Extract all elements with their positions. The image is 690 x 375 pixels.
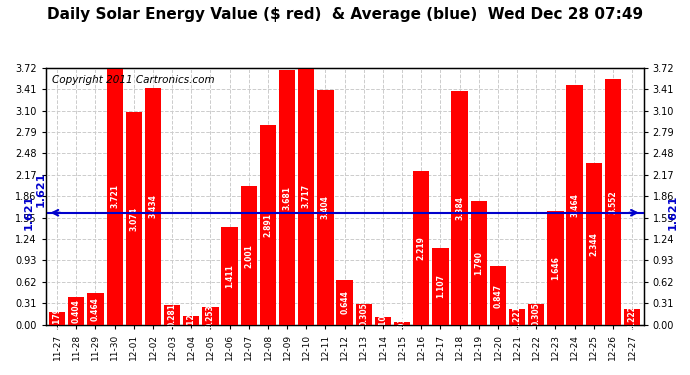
- Text: 0.222: 0.222: [628, 305, 637, 329]
- Text: 0.281: 0.281: [168, 303, 177, 327]
- Text: 3.681: 3.681: [283, 186, 292, 210]
- Bar: [241, 186, 257, 325]
- Text: 0.123: 0.123: [187, 309, 196, 332]
- Text: 1.646: 1.646: [551, 256, 560, 280]
- Bar: [106, 68, 123, 325]
- Bar: [202, 307, 219, 325]
- Bar: [566, 86, 583, 325]
- Text: 3.717: 3.717: [302, 184, 310, 209]
- Text: 2.344: 2.344: [589, 232, 598, 256]
- Bar: [126, 112, 142, 325]
- Text: 0.038: 0.038: [397, 311, 406, 335]
- Text: 1.621: 1.621: [23, 195, 34, 230]
- Text: 0.644: 0.644: [340, 291, 349, 314]
- Text: Daily Solar Energy Value ($ red)  & Average (blue)  Wed Dec 28 07:49: Daily Solar Energy Value ($ red) & Avera…: [47, 8, 643, 22]
- Bar: [605, 80, 621, 325]
- Bar: [451, 91, 468, 325]
- Bar: [183, 316, 199, 325]
- Text: 1.621: 1.621: [667, 195, 678, 230]
- Bar: [509, 309, 525, 325]
- Bar: [624, 309, 640, 325]
- Bar: [490, 266, 506, 325]
- Text: 0.464: 0.464: [91, 297, 100, 321]
- Text: 3.434: 3.434: [148, 194, 157, 218]
- Text: 1.411: 1.411: [225, 264, 234, 288]
- Bar: [221, 227, 238, 325]
- Text: 3.464: 3.464: [570, 193, 579, 217]
- Text: 0.847: 0.847: [493, 284, 502, 308]
- Text: 3.404: 3.404: [321, 195, 330, 219]
- Text: 0.404: 0.404: [72, 299, 81, 323]
- Text: 3.074: 3.074: [129, 207, 138, 231]
- Text: 2.219: 2.219: [417, 236, 426, 260]
- Bar: [375, 317, 391, 325]
- Bar: [88, 292, 103, 325]
- Text: 2.891: 2.891: [264, 213, 273, 237]
- Bar: [355, 304, 372, 325]
- Text: 0.221: 0.221: [513, 305, 522, 329]
- Bar: [298, 68, 315, 325]
- Text: 1.790: 1.790: [474, 251, 483, 275]
- Text: Copyright 2011 Cartronics.com: Copyright 2011 Cartronics.com: [52, 75, 215, 86]
- Text: 0.253: 0.253: [206, 304, 215, 328]
- Text: 2.001: 2.001: [244, 244, 253, 267]
- Text: 3.552: 3.552: [609, 190, 618, 214]
- Text: 1.621: 1.621: [36, 172, 46, 207]
- Bar: [145, 87, 161, 325]
- Text: 0.305: 0.305: [532, 302, 541, 326]
- Text: 3.384: 3.384: [455, 196, 464, 220]
- Bar: [68, 297, 84, 325]
- Bar: [433, 248, 448, 325]
- Bar: [547, 211, 564, 325]
- Bar: [279, 70, 295, 325]
- Text: 3.721: 3.721: [110, 184, 119, 208]
- Bar: [49, 312, 66, 325]
- Bar: [337, 280, 353, 325]
- Text: 1.107: 1.107: [436, 274, 445, 298]
- Bar: [260, 125, 276, 325]
- Bar: [317, 90, 333, 325]
- Bar: [471, 201, 487, 325]
- Bar: [394, 322, 411, 325]
- Bar: [164, 305, 180, 325]
- Bar: [586, 163, 602, 325]
- Bar: [528, 304, 544, 325]
- Text: 0.179: 0.179: [52, 306, 61, 330]
- Bar: [413, 171, 429, 325]
- Text: 0.109: 0.109: [378, 309, 388, 333]
- Text: 0.305: 0.305: [359, 302, 368, 326]
